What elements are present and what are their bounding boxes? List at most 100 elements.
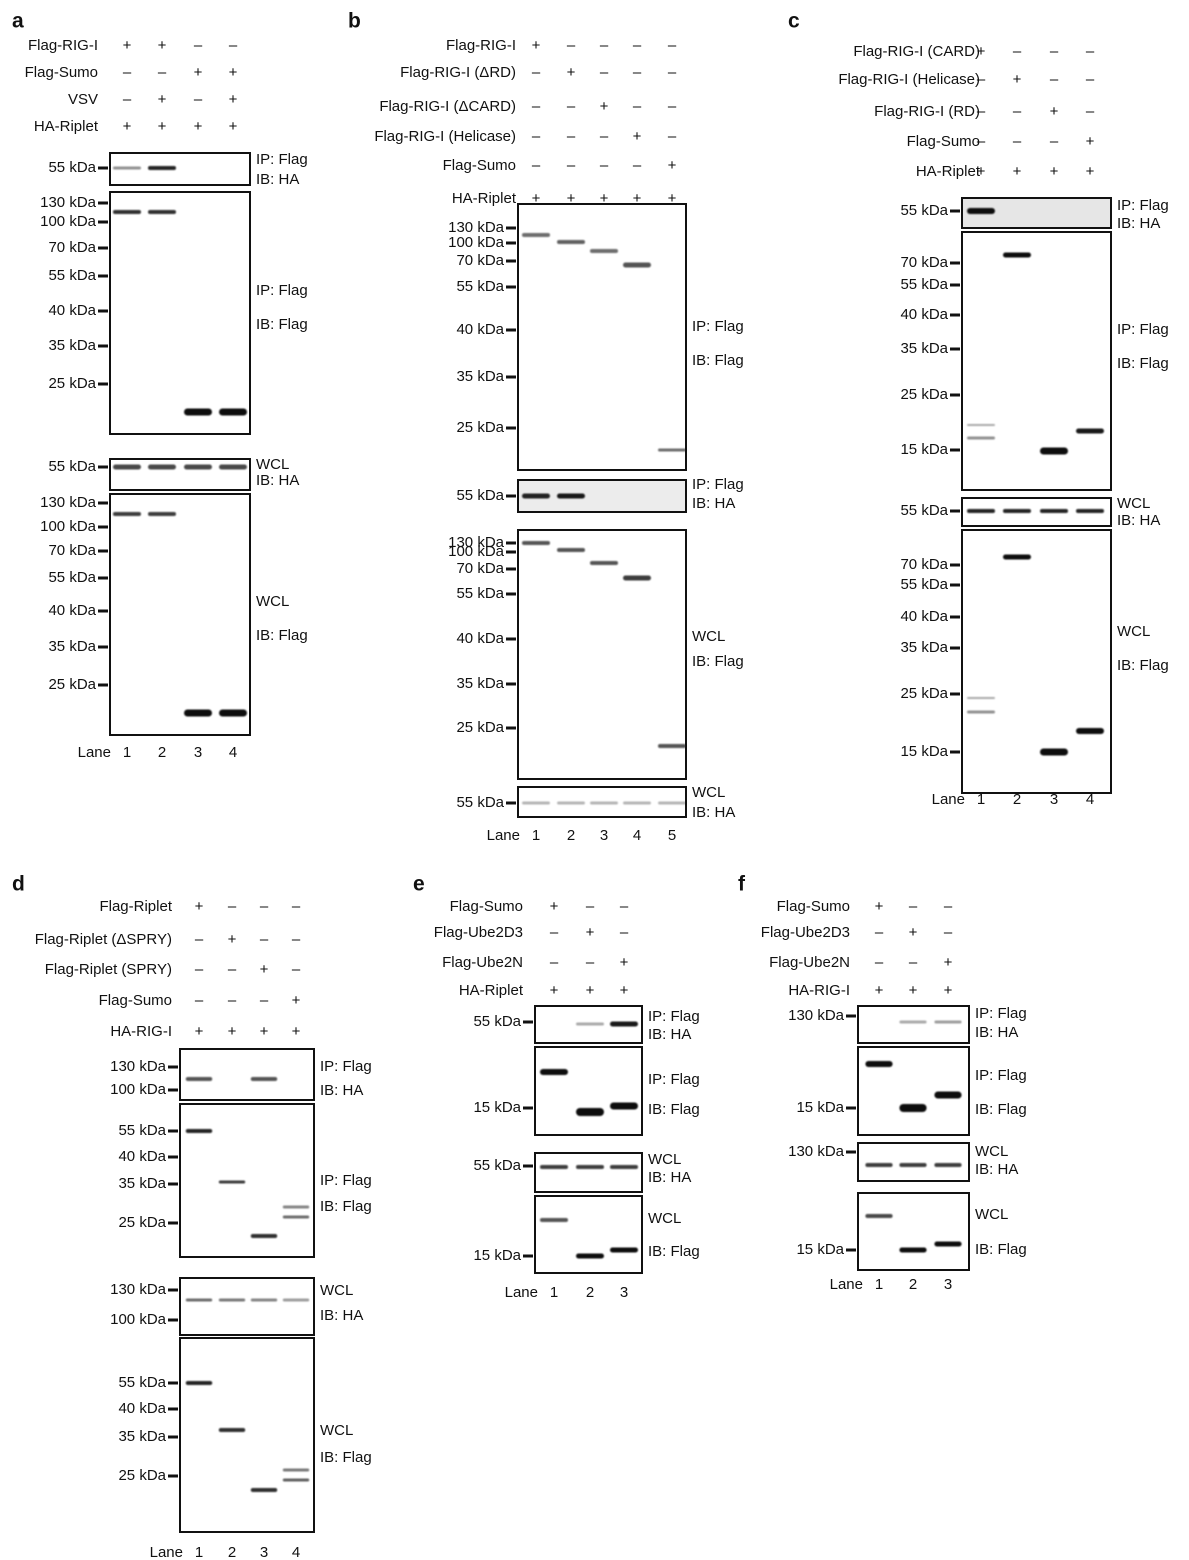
condition-sign: – xyxy=(260,992,269,1009)
condition-sign: – xyxy=(195,992,204,1009)
condition-sign: – xyxy=(1013,103,1022,120)
condition-sign: – xyxy=(123,64,132,81)
band xyxy=(934,1092,961,1099)
band xyxy=(865,1061,892,1067)
band xyxy=(1040,749,1068,756)
blot-label: IB: Flag xyxy=(975,1241,1027,1258)
blot-label: IP: Flag xyxy=(692,476,744,493)
panel-letter: f xyxy=(738,873,746,896)
condition-sign: + xyxy=(633,128,642,145)
blot-label: IB: Flag xyxy=(648,1243,700,1260)
marker-label: 55 kDa xyxy=(900,576,948,593)
marker-label: 70 kDa xyxy=(900,556,948,573)
band xyxy=(184,710,212,717)
condition-sign: + xyxy=(228,931,237,948)
condition-sign: + xyxy=(229,64,238,81)
lane-number: 2 xyxy=(1013,791,1021,808)
marker-label: 25 kDa xyxy=(48,676,96,693)
marker-label: 15 kDa xyxy=(796,1241,844,1258)
condition-sign: + xyxy=(944,982,953,999)
band xyxy=(186,1299,212,1302)
marker-label: 70 kDa xyxy=(456,560,504,577)
condition-label: Flag-Riplet (ΔSPRY) xyxy=(35,931,172,948)
band xyxy=(610,1165,638,1169)
marker-label: 55 kDa xyxy=(473,1157,521,1174)
condition-sign: – xyxy=(1050,43,1059,60)
band xyxy=(967,509,995,513)
band xyxy=(113,210,141,214)
condition-label: Flag-RIG-I xyxy=(28,37,98,54)
marker-label: 130 kDa xyxy=(788,1007,845,1024)
condition-label: HA-Riplet xyxy=(34,118,99,135)
marker-label: 55 kDa xyxy=(456,794,504,811)
condition-sign: – xyxy=(1013,43,1022,60)
condition-sign: – xyxy=(1013,133,1022,150)
marker-label: 70 kDa xyxy=(900,254,948,271)
condition-label: Flag-Sumo xyxy=(443,157,516,174)
lane-number: 1 xyxy=(550,1284,558,1301)
band xyxy=(219,1181,245,1184)
band xyxy=(184,409,212,416)
condition-sign: – xyxy=(875,954,884,971)
condition-sign: – xyxy=(1050,71,1059,88)
marker-label: 40 kDa xyxy=(48,302,96,319)
condition-sign: – xyxy=(567,157,576,174)
band xyxy=(865,1163,892,1167)
condition-label: VSV xyxy=(68,91,98,108)
band xyxy=(899,1163,926,1167)
marker-label: 100 kDa xyxy=(40,518,97,535)
condition-sign: + xyxy=(875,898,884,915)
band xyxy=(540,1069,568,1075)
band xyxy=(251,1234,277,1238)
condition-label: Flag-Riplet (SPRY) xyxy=(45,961,172,978)
marker-label: 100 kDa xyxy=(110,1311,167,1328)
lane-label: Lane xyxy=(932,791,965,808)
blot-label: IB: Flag xyxy=(256,316,308,333)
lane-number: 1 xyxy=(532,827,540,844)
blot-label: WCL xyxy=(320,1282,353,1299)
band xyxy=(865,1214,892,1218)
marker-label: 55 kDa xyxy=(48,159,96,176)
marker-label: 40 kDa xyxy=(48,602,96,619)
condition-sign: – xyxy=(633,64,642,81)
marker-label: 35 kDa xyxy=(900,639,948,656)
blot-frame xyxy=(180,1049,314,1100)
marker-label: 100 kDa xyxy=(448,234,505,251)
marker-label: 55 kDa xyxy=(900,276,948,293)
condition-sign: – xyxy=(1086,71,1095,88)
band xyxy=(623,576,651,581)
band xyxy=(1003,253,1031,258)
panel-letter: b xyxy=(348,10,361,33)
lane-number: 5 xyxy=(668,827,676,844)
condition-sign: – xyxy=(600,157,609,174)
condition-sign: + xyxy=(228,1023,237,1040)
lane-number: 3 xyxy=(600,827,608,844)
blot-label: IB: HA xyxy=(256,472,299,489)
band xyxy=(557,802,585,805)
band xyxy=(219,1299,245,1302)
marker-label: 55 kDa xyxy=(48,569,96,586)
blot-label: IB: HA xyxy=(320,1307,363,1324)
blot-frame xyxy=(858,1193,969,1270)
condition-label: Flag-Ube2N xyxy=(769,954,850,971)
blot-label: IB: HA xyxy=(692,804,735,821)
condition-sign: – xyxy=(633,37,642,54)
condition-sign: – xyxy=(567,37,576,54)
marker-label: 25 kDa xyxy=(900,386,948,403)
band xyxy=(1040,509,1068,513)
condition-sign: + xyxy=(909,924,918,941)
blot-frame xyxy=(110,494,250,735)
marker-label: 25 kDa xyxy=(118,1214,166,1231)
blot-label: IB: HA xyxy=(1117,215,1160,232)
condition-label: Flag-Ube2N xyxy=(442,954,523,971)
blot-label: IP: Flag xyxy=(648,1008,700,1025)
blot-label: IB: Flag xyxy=(320,1449,372,1466)
blot-label: IP: Flag xyxy=(692,318,744,335)
condition-sign: + xyxy=(875,982,884,999)
band xyxy=(658,744,686,748)
condition-sign: – xyxy=(292,898,301,915)
condition-sign: + xyxy=(260,961,269,978)
band xyxy=(1003,555,1031,560)
blot-label: WCL xyxy=(256,593,289,610)
blot-label: IB: HA xyxy=(975,1024,1018,1041)
